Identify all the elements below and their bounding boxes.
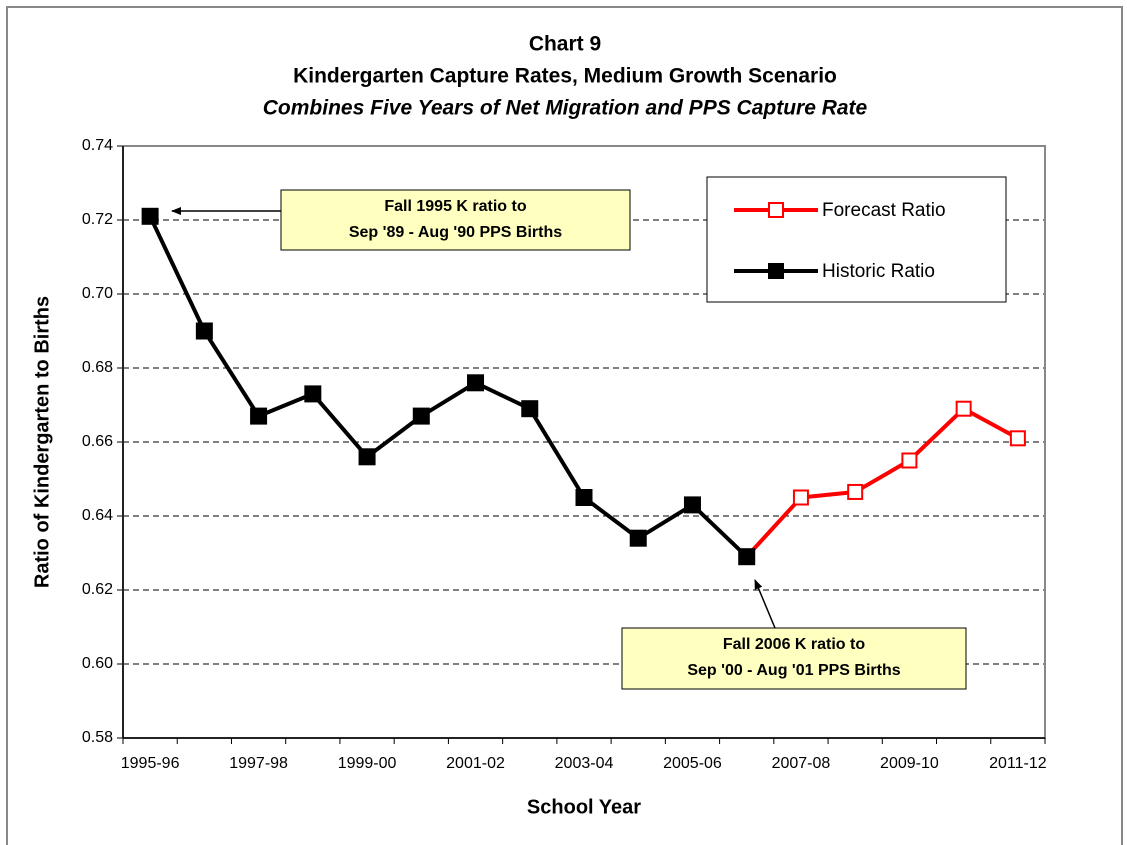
x-tick-label: 1999-00	[338, 755, 397, 772]
x-axis-label: School Year	[527, 796, 641, 818]
y-tick-label: 0.62	[82, 581, 113, 598]
y-axis-label: Ratio of Kindergarten to Births	[31, 296, 53, 588]
chart-subtitle: Kindergarten Capture Rates, Medium Growt…	[293, 65, 837, 88]
annotation-text: Sep '89 - Aug '90 PPS Births	[349, 224, 562, 241]
marker	[847, 483, 864, 500]
x-tick-label: 2005-06	[663, 755, 722, 772]
marker	[195, 322, 213, 340]
y-tick-label: 0.72	[82, 211, 113, 228]
x-tick-label: 2003-04	[555, 755, 614, 772]
x-tick-label: 1997-98	[229, 755, 288, 772]
marker	[738, 548, 756, 566]
y-tick-label: 0.74	[82, 137, 113, 154]
legend-label: Forecast Ratio	[822, 200, 946, 221]
marker	[141, 207, 159, 225]
x-tick-label: 2009-10	[880, 755, 939, 772]
y-tick-label: 0.58	[82, 729, 113, 746]
annotation-arrow	[754, 579, 776, 629]
marker	[629, 529, 647, 547]
y-tick-label: 0.70	[82, 285, 113, 302]
x-tick-label: 2007-08	[772, 755, 831, 772]
marker	[955, 400, 972, 417]
marker	[467, 374, 485, 392]
marker	[521, 400, 539, 418]
series-line	[148, 215, 749, 559]
annotation-text: Fall 2006 K ratio to	[723, 636, 865, 653]
x-tick-label: 2011-12	[989, 755, 1047, 772]
marker	[792, 489, 809, 506]
marker	[358, 448, 376, 466]
annotation-text: Fall 1995 K ratio to	[384, 198, 526, 215]
x-tick-label: 1995-96	[121, 755, 180, 772]
marker	[304, 385, 322, 403]
marker	[1009, 430, 1026, 447]
annotation-box	[621, 627, 967, 690]
y-tick-label: 0.60	[82, 655, 113, 672]
annotation-text: Sep '00 - Aug '01 PPS Births	[687, 662, 900, 679]
marker	[250, 407, 268, 425]
legend	[706, 176, 1007, 303]
y-tick-label: 0.66	[82, 433, 113, 450]
chart-subtitle: Combines Five Years of Net Migration and…	[263, 97, 868, 120]
legend-marker	[768, 202, 784, 218]
legend-marker	[768, 263, 784, 279]
frame	[6, 6, 1123, 845]
legend-label: Historic Ratio	[822, 261, 935, 282]
annotation-box	[280, 189, 631, 251]
x-tick-label: 2001-02	[446, 755, 505, 772]
marker	[412, 407, 430, 425]
chart-title: Chart 9	[529, 33, 601, 56]
series-line	[745, 406, 1019, 559]
marker	[901, 452, 918, 469]
y-tick-label: 0.64	[82, 507, 113, 524]
marker	[683, 496, 701, 514]
y-tick-label: 0.68	[82, 359, 113, 376]
marker	[575, 489, 593, 506]
